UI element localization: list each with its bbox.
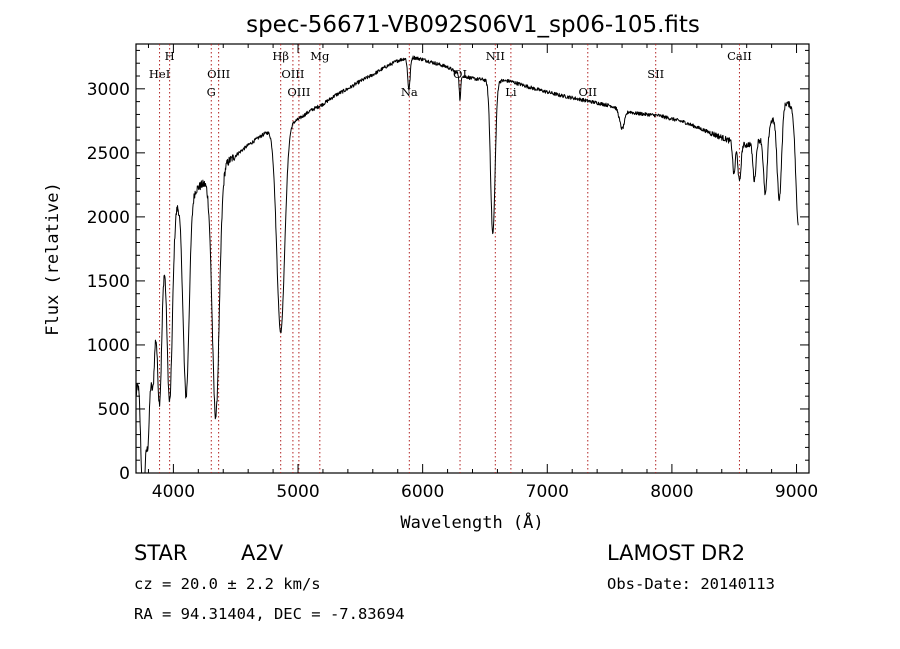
spectral-subclass: A2V <box>241 541 284 565</box>
redshift-cz: cz = 20.0 ± 2.2 km/s <box>134 575 321 593</box>
observation-date: Obs-Date: 20140113 <box>607 575 775 593</box>
line-marker-label: Mg <box>310 49 330 63</box>
x-tick-label: 4000 <box>152 482 195 502</box>
line-marker-label: OII <box>579 85 598 99</box>
x-tick-label: 7000 <box>526 482 569 502</box>
object-class: STAR <box>134 541 187 565</box>
line-marker-label: Hβ <box>272 49 289 63</box>
y-tick-label: 2000 <box>87 208 130 228</box>
line-marker-label: H <box>165 49 175 63</box>
line-marker-label: OIII <box>287 85 310 99</box>
y-axis-label: Flux (relative) <box>43 182 63 336</box>
plot-frame <box>135 43 810 474</box>
x-tick-label: 9000 <box>775 482 818 502</box>
line-marker-label: Na <box>401 85 418 99</box>
x-tick-label: 5000 <box>276 482 319 502</box>
sky-coordinates: RA = 94.31404, DEC = -7.83694 <box>134 605 405 623</box>
survey-name: LAMOST DR2 <box>607 541 745 565</box>
y-tick-label: 2500 <box>87 144 130 164</box>
line-markers: HeI H OIII G Hβ OIII OIII Mg Na OI NII Li OII SII CaII <box>149 44 752 473</box>
y-tick-label: 0 <box>119 464 130 484</box>
y-tick-label: 1000 <box>87 336 130 356</box>
y-axis: 0 500 1000 1500 2000 2500 3000 <box>87 49 809 484</box>
line-marker-label: OIII <box>207 67 230 81</box>
line-marker-label: CaII <box>727 49 752 63</box>
spectrum-series <box>135 55 799 474</box>
x-tick-label: 8000 <box>650 482 693 502</box>
chart-title: spec-56671-VB092S06V1_sp06-105.fits <box>246 12 700 38</box>
x-axis: 4000 5000 6000 7000 8000 9000 <box>147 44 818 502</box>
y-tick-label: 3000 <box>87 80 130 100</box>
line-marker-label: NII <box>486 49 505 63</box>
y-tick-label: 500 <box>98 400 130 420</box>
line-marker-label: OI <box>453 67 467 81</box>
line-marker-label: OIII <box>281 67 304 81</box>
line-marker-label: G <box>207 85 216 99</box>
spectrum-line <box>135 55 799 474</box>
line-marker-label: HeI <box>149 67 170 81</box>
x-tick-label: 6000 <box>401 482 444 502</box>
line-marker-label: Li <box>505 85 517 99</box>
x-axis-label: Wavelength (Å) <box>400 511 543 533</box>
line-marker-label: SII <box>647 67 664 81</box>
y-tick-label: 1500 <box>87 272 130 292</box>
